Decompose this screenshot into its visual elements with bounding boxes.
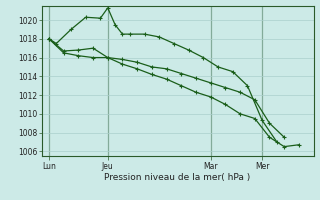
- X-axis label: Pression niveau de la mer( hPa ): Pression niveau de la mer( hPa ): [104, 173, 251, 182]
